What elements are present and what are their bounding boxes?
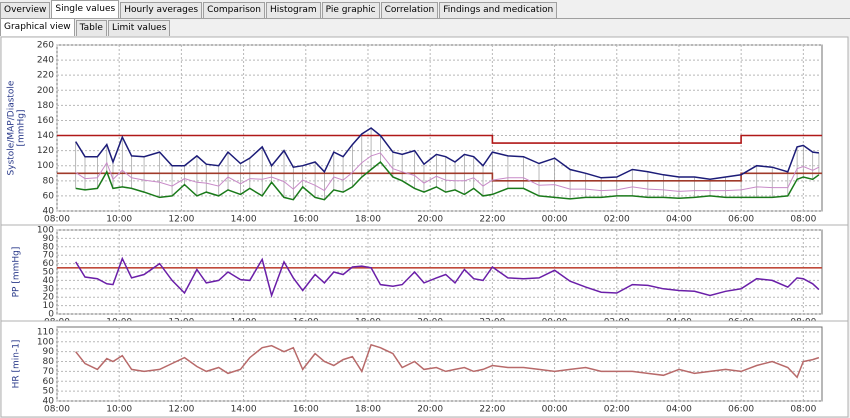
y-axis-title: [mmHg] (17, 109, 27, 146)
y-tick-label: 100 (37, 226, 54, 236)
tab[interactable]: Single values (51, 0, 120, 18)
x-tick-label: 14:00 (231, 215, 257, 225)
x-tick-label: 14:00 (231, 405, 257, 415)
y-tick-label: 20 (43, 293, 55, 303)
y-tick-label: 30 (43, 284, 55, 294)
x-tick-label: 08:00 (44, 405, 70, 415)
x-tick-label: 00:00 (542, 405, 568, 415)
y-tick-label: 70 (43, 367, 55, 377)
x-tick-label: 04:00 (666, 215, 692, 225)
y-tick-label: 10 (43, 301, 55, 311)
data-line (75, 160, 820, 201)
y-tick-label: 60 (43, 377, 55, 387)
x-tick-label: 20:00 (417, 215, 443, 225)
y-tick-label: 120 (37, 146, 54, 156)
tab[interactable]: Histogram (265, 2, 321, 18)
y-tick-label: 80 (43, 242, 55, 252)
subtab[interactable]: Graphical view (0, 18, 75, 36)
x-tick-label: 06:00 (728, 215, 754, 225)
y-tick-label: 110 (37, 327, 54, 337)
y-tick-label: 90 (43, 234, 55, 244)
plot-area (56, 326, 823, 402)
y-axis-title: PP [mmHg] (12, 247, 22, 298)
x-tick-label: 08:00 (790, 215, 816, 225)
y-tick-label: 140 (37, 131, 54, 141)
tab[interactable]: Overview (0, 2, 51, 18)
y-tick-label: 260 (37, 41, 54, 51)
x-tick-label: 10:00 (106, 405, 132, 415)
tab[interactable]: Pie graphic (321, 2, 380, 18)
y-tick-label: 80 (43, 357, 55, 367)
y-tick-label: 180 (37, 101, 54, 111)
y-tick-label: 40 (43, 397, 55, 407)
subtab[interactable]: Limit values (107, 20, 171, 36)
y-tick-label: 0 (48, 310, 54, 320)
x-tick-label: 22:00 (479, 215, 505, 225)
x-tick-label: 22:00 (479, 405, 505, 415)
x-tick-label: 08:00 (790, 405, 816, 415)
y-tick-label: 60 (43, 259, 55, 269)
tab[interactable]: Comparison (203, 2, 265, 18)
x-tick-label: 02:00 (604, 215, 630, 225)
y-tick-label: 60 (43, 191, 55, 201)
x-tick-label: 12:00 (168, 215, 194, 225)
x-tick-label: 10:00 (106, 215, 132, 225)
x-tick-label: 18:00 (355, 405, 381, 415)
y-axis-title: HR [min-1] (12, 340, 22, 389)
data-line (75, 343, 820, 379)
y-tick-label: 40 (43, 276, 55, 286)
y-tick-label: 50 (43, 387, 55, 397)
y-tick-label: 160 (37, 116, 54, 126)
x-tick-label: 00:00 (542, 215, 568, 225)
x-tick-label: 16:00 (293, 405, 319, 415)
x-tick-label: 02:00 (604, 405, 630, 415)
x-tick-label: 08:00 (44, 215, 70, 225)
limit-line (57, 134, 822, 144)
data-line (75, 256, 820, 299)
y-tick-label: 200 (37, 86, 54, 96)
x-tick-label: 04:00 (666, 405, 692, 415)
data-line (75, 127, 819, 181)
subtab-bar: Graphical view Table Limit values (0, 18, 171, 36)
plot-area (56, 229, 823, 315)
limit-line (57, 172, 822, 182)
x-tick-label: 12:00 (168, 405, 194, 415)
y-tick-label: 40 (43, 207, 55, 217)
x-tick-label: 18:00 (355, 215, 381, 225)
y-axis-title: Systole/MAP/Diastole (7, 80, 17, 175)
tab-bar: Overview Single values Hourly averages Comp… (0, 0, 850, 19)
y-tick-label: 80 (43, 176, 55, 186)
y-tick-label: 70 (43, 251, 55, 261)
x-tick-label: 16:00 (293, 215, 319, 225)
data-line (75, 152, 820, 192)
y-tick-label: 100 (37, 161, 54, 171)
x-tick-label: 20:00 (417, 405, 443, 415)
y-tick-label: 100 (37, 337, 54, 347)
y-tick-label: 220 (37, 71, 54, 81)
subtab[interactable]: Table (75, 20, 107, 36)
y-tick-label: 90 (43, 347, 55, 357)
y-tick-label: 50 (43, 268, 55, 278)
tab[interactable]: Findings and medication (439, 2, 558, 18)
tab[interactable]: Correlation (380, 2, 439, 18)
tab[interactable]: Hourly averages (120, 2, 203, 18)
x-tick-label: 06:00 (728, 405, 754, 415)
y-tick-label: 240 (37, 56, 54, 66)
